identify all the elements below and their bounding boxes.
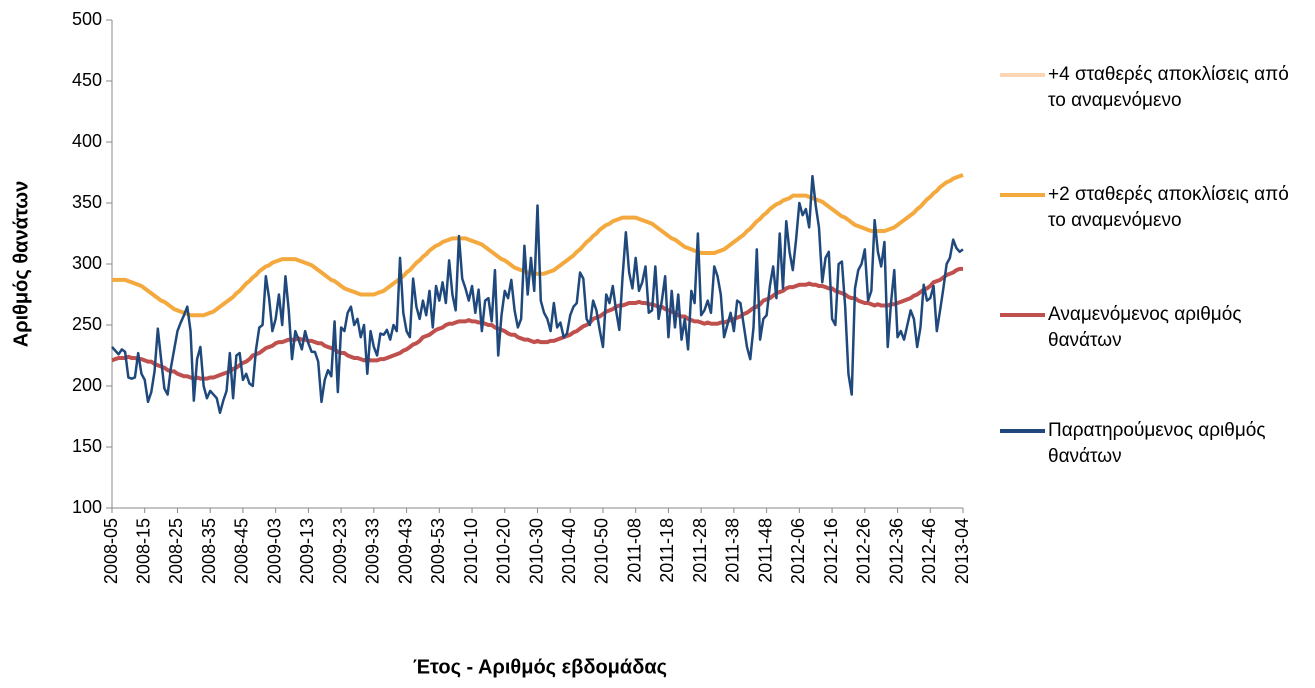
legend-swatch: [1000, 193, 1045, 197]
x-tick-label: 2010-10: [461, 518, 481, 584]
x-tick-label: 2010-50: [592, 518, 612, 584]
legend-swatch: [1000, 73, 1045, 77]
x-tick-label: 2010-20: [494, 518, 514, 584]
series-line: [111, 266, 963, 381]
x-tick-label: 2011-28: [690, 518, 710, 583]
x-tick-label: 2008-25: [166, 518, 186, 584]
legend-swatch: [1000, 429, 1045, 433]
x-tick-label: 2008-15: [133, 518, 153, 584]
x-tick-label: 2008-05: [101, 518, 121, 584]
legend-item: +2 σταθερές αποκλίσεις από το αναμενόμεν…: [1000, 182, 1300, 234]
legend-item: Αναμενόμενος αριθμός θανάτων: [1000, 302, 1300, 354]
x-axis-title: Έτος - Αριθμός εβδομάδας: [413, 656, 667, 678]
x-tick-label: 2009-13: [297, 518, 317, 584]
legend-swatch: [1000, 313, 1045, 317]
series-line: [112, 173, 964, 318]
y-tick-label: 150: [72, 436, 102, 456]
legend-label: +4 σταθερές αποκλίσεις από το αναμενόμεν…: [1048, 64, 1289, 111]
legend-item: +4 σταθερές αποκλίσεις από το αναμενόμεν…: [1000, 62, 1300, 114]
x-tick-label: 2012-46: [919, 518, 939, 584]
x-tick-label: 2012-06: [788, 518, 808, 584]
y-tick-label: 250: [72, 314, 102, 334]
x-tick-label: 2012-36: [886, 518, 906, 584]
y-tick-label: 300: [72, 253, 102, 273]
y-axis-title: Αριθμός θανάτων: [10, 181, 32, 348]
x-tick-label: 2009-03: [264, 518, 284, 584]
y-tick-label: 200: [72, 375, 102, 395]
legend-item: Παρατηρούμενος αριθμός θανάτων: [1000, 418, 1300, 470]
series-line: [111, 174, 964, 415]
x-tick-label: 2009-43: [395, 518, 415, 584]
x-tick-label: 2011-18: [657, 518, 677, 583]
x-tick-label: 2008-45: [232, 518, 252, 584]
x-tick-label: 2012-16: [821, 518, 841, 584]
x-tick-label: 2009-33: [363, 518, 383, 584]
y-tick-label: 350: [72, 192, 102, 212]
x-tick-label: 2008-35: [199, 518, 219, 584]
legend-label: Αναμενόμενος αριθμός θανάτων: [1048, 304, 1242, 351]
x-tick-label: 2010-40: [559, 518, 579, 584]
x-tick-label: 2009-53: [428, 518, 448, 584]
y-tick-label: 400: [72, 131, 102, 151]
legend-label: Παρατηρούμενος αριθμός θανάτων: [1048, 420, 1266, 467]
y-tick-label: 100: [72, 497, 102, 517]
x-tick-label: 2011-38: [723, 518, 743, 583]
x-tick-label: 2013-04: [952, 518, 972, 584]
y-tick-label: 500: [72, 9, 102, 29]
x-tick-label: 2011-48: [755, 518, 775, 583]
x-tick-label: 2011-08: [624, 518, 644, 583]
y-tick-label: 450: [72, 70, 102, 90]
legend-label: +2 σταθερές αποκλίσεις από το αναμενόμεν…: [1048, 184, 1289, 231]
x-tick-label: 2009-23: [330, 518, 350, 584]
x-tick-label: 2010-30: [526, 518, 546, 584]
x-tick-label: 2012-26: [854, 518, 874, 584]
